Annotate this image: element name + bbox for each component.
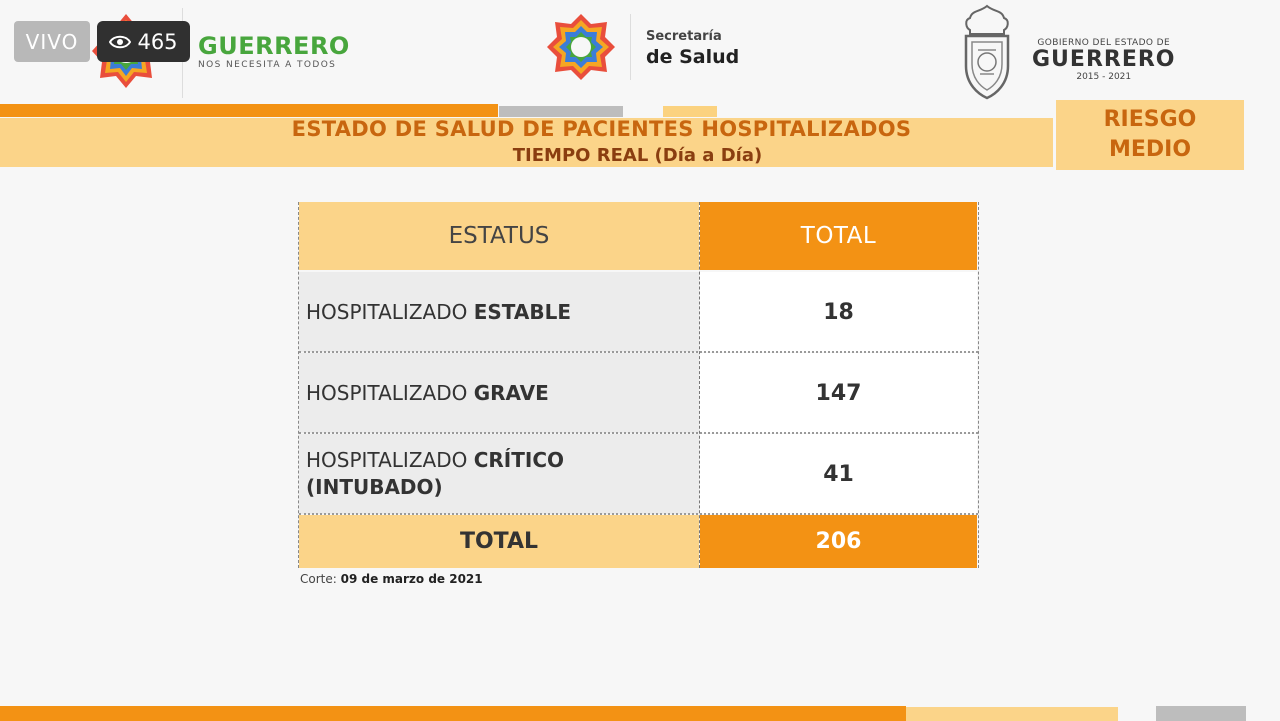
row-value-stable: 18 — [700, 272, 977, 352]
right-brand-top: GOBIERNO DEL ESTADO DE — [1037, 38, 1171, 48]
left-brand-title: GUERRERO — [198, 32, 350, 60]
bottom-stripe-yellow — [906, 707, 1118, 721]
row-status: ESTABLE — [473, 299, 572, 324]
row-prefix: HOSPITALIZADO — [306, 380, 474, 405]
state-coat-of-arms — [964, 4, 1010, 100]
risk-level-box: RIESGO MEDIO — [1056, 100, 1244, 170]
row-status-line2: (INTUBADO) — [306, 475, 443, 499]
row-prefix: HOSPITALIZADO — [306, 299, 474, 324]
viewer-count: 465 — [137, 29, 178, 54]
risk-line2: MEDIO — [1108, 137, 1192, 162]
row-label-grave: HOSPITALIZADO GRAVE — [299, 353, 699, 433]
left-brand: GUERRERO NOS NECESITA A TODOS — [198, 33, 350, 70]
row-prefix: HOSPITALIZADO — [306, 448, 474, 472]
right-brand: GOBIERNO DEL ESTADO DE GUERRERO 2015 - 2… — [1032, 38, 1176, 82]
bottom-stripe-grey — [1156, 706, 1246, 721]
row-value-critical: 41 — [700, 434, 977, 514]
right-brand-years: 2015 - 2021 — [1076, 72, 1132, 82]
center-brand-line1: Secretaría — [646, 29, 722, 44]
eye-icon — [109, 35, 132, 48]
row-value-grave: 147 — [700, 353, 977, 433]
row-label-stable: HOSPITALIZADO ESTABLE — [299, 272, 699, 352]
title-band — [0, 118, 1053, 167]
top-stripe-yellow — [663, 106, 717, 117]
total-label: TOTAL — [299, 515, 699, 568]
patients-table: ESTATUS TOTAL HOSPITALIZADO ESTABLE 18 H… — [298, 202, 979, 568]
right-brand-main: GUERRERO — [1032, 47, 1176, 72]
row-separator — [299, 351, 978, 353]
row-status: CRÍTICO — [473, 448, 565, 472]
row-separator — [299, 432, 978, 434]
bottom-stripe-orange — [0, 706, 906, 721]
footnote: Corte: 09 de marzo de 2021 — [300, 572, 483, 586]
viewer-count-badge: 465 — [97, 21, 190, 62]
footnote-date: 09 de marzo de 2021 — [340, 572, 483, 586]
top-stripe-orange — [0, 104, 498, 117]
column-separator — [699, 202, 700, 568]
row-status: GRAVE — [473, 380, 549, 405]
row-separator — [299, 513, 978, 515]
live-label: VIVO — [25, 29, 79, 54]
risk-line1: RIESGO — [1103, 107, 1197, 132]
salud-star-logo — [547, 14, 615, 80]
footnote-label: Corte: — [300, 572, 341, 586]
total-value: 206 — [700, 515, 977, 568]
live-badge: VIVO — [14, 21, 90, 62]
row-label-critical: HOSPITALIZADO CRÍTICO (INTUBADO) — [299, 434, 699, 514]
center-brand-line2: de Salud — [646, 46, 740, 68]
page-title: ESTADO DE SALUD DE PACIENTES HOSPITALIZA… — [291, 117, 912, 141]
left-brand-subtitle: NOS NECESITA A TODOS — [198, 60, 337, 70]
center-brand: Secretaría de Salud — [646, 26, 739, 68]
top-stripe-grey — [499, 106, 623, 117]
page-subtitle: TIEMPO REAL (Día a Día) — [512, 145, 763, 166]
center-divider — [630, 14, 631, 80]
header-status: ESTATUS — [299, 202, 699, 270]
header-total: TOTAL — [700, 202, 977, 270]
